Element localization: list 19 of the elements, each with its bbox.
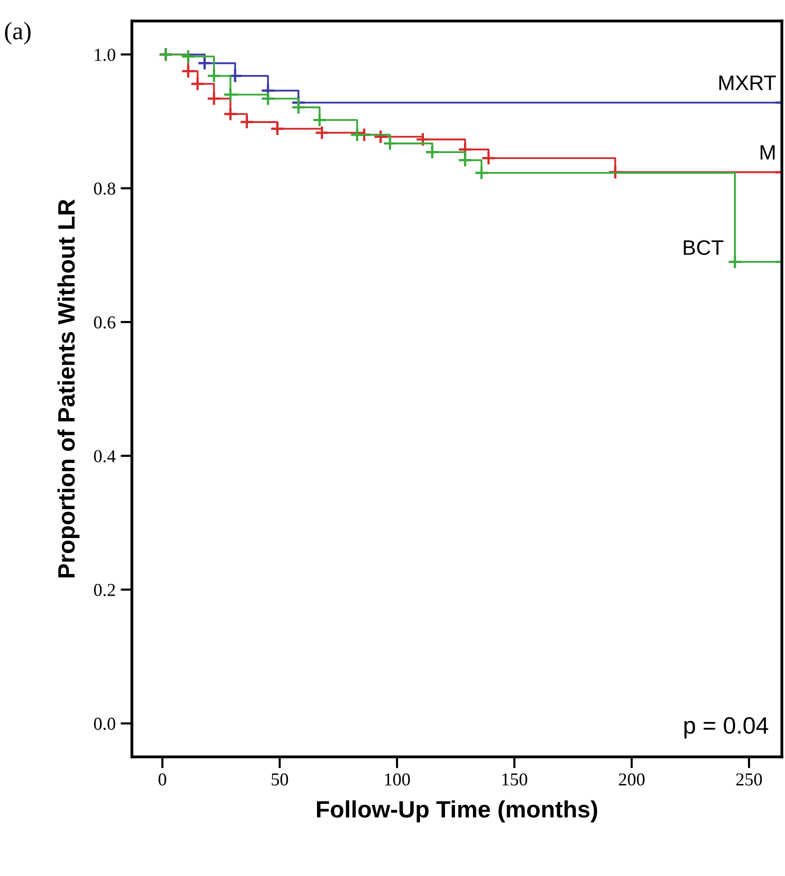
y-tick-label: 1.0: [94, 48, 116, 61]
x-tick-label: 0: [158, 773, 166, 786]
text: (a): [5, 22, 31, 45]
x-tick-label: 100: [385, 773, 410, 786]
series-label: M: [760, 145, 775, 160]
y-tick-label: 0.0: [94, 718, 116, 730]
y-tick-label: 0.2: [94, 584, 115, 596]
y-axis-title: Proportion of Patients Without LR: [57, 199, 80, 578]
x-tick-label: 50: [272, 773, 288, 786]
x-tick-label: 200: [618, 773, 645, 786]
series-label: BCT: [684, 240, 724, 255]
y-tick-label: 0.6: [94, 316, 116, 329]
annotation: p = 0.04: [684, 717, 768, 738]
x-tick-label: 250: [736, 773, 762, 786]
x-axis-title: Follow-Up Time (months): [317, 800, 598, 822]
y-tick-label: 0.8: [94, 182, 116, 195]
y-tick-label: 0.4: [94, 450, 116, 462]
x-tick-label: 150: [502, 773, 528, 786]
series-label: MXRT: [719, 76, 776, 90]
